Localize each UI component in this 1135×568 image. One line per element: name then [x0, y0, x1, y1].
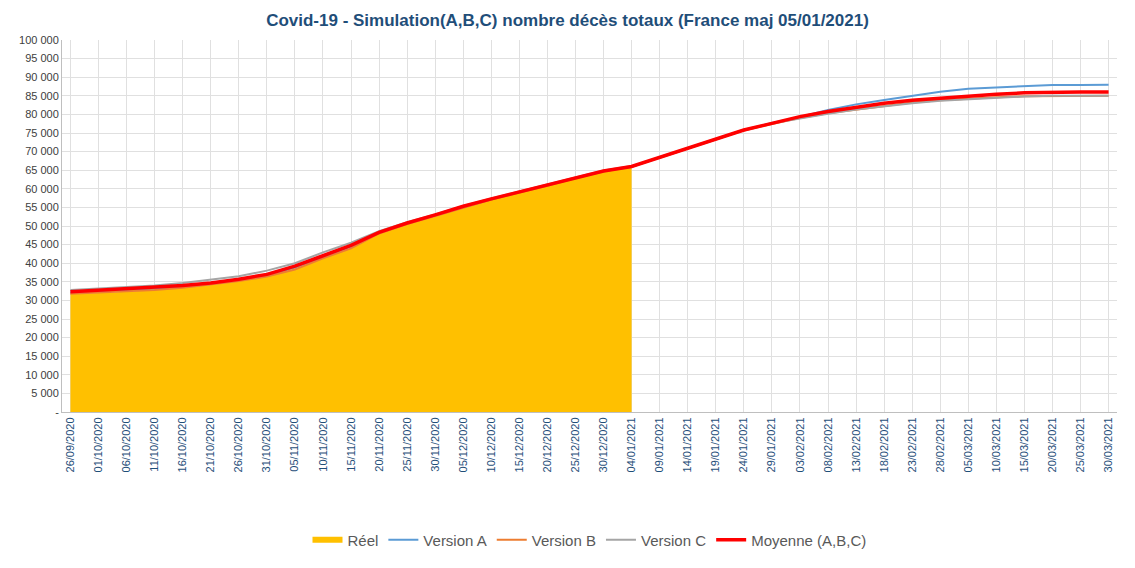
svg-text:20/12/2020: 20/12/2020	[541, 417, 553, 472]
svg-text:10 000: 10 000	[25, 369, 59, 381]
svg-text:26/10/2020: 26/10/2020	[232, 417, 244, 472]
svg-text:95 000: 95 000	[25, 52, 59, 64]
svg-text:20/11/2020: 20/11/2020	[373, 417, 385, 471]
svg-text:25 000: 25 000	[25, 313, 59, 325]
svg-text:25/11/2020: 25/11/2020	[401, 417, 413, 471]
svg-text:60 000: 60 000	[25, 183, 59, 195]
svg-text:65 000: 65 000	[25, 164, 59, 176]
svg-text:13/02/2021: 13/02/2021	[850, 417, 862, 472]
svg-text:06/10/2020: 06/10/2020	[120, 417, 132, 472]
svg-text:75 000: 75 000	[25, 127, 59, 139]
svg-text:50 000: 50 000	[25, 220, 59, 232]
svg-text:15/12/2020: 15/12/2020	[513, 417, 525, 472]
svg-text:40 000: 40 000	[25, 257, 59, 269]
svg-text:10/03/2021: 10/03/2021	[990, 417, 1002, 472]
svg-text:30 000: 30 000	[25, 294, 59, 306]
svg-text:26/09/2020: 26/09/2020	[64, 417, 76, 472]
svg-text:Version A: Version A	[423, 532, 486, 549]
svg-text:29/01/2021: 29/01/2021	[765, 417, 777, 472]
svg-text:15/03/2021: 15/03/2021	[1018, 417, 1030, 472]
svg-text:03/02/2021: 03/02/2021	[794, 417, 806, 472]
svg-text:05/11/2020: 05/11/2020	[288, 417, 300, 471]
svg-text:14/01/2021: 14/01/2021	[681, 417, 693, 472]
svg-text:Version B: Version B	[532, 532, 596, 549]
svg-text:30/12/2020: 30/12/2020	[597, 417, 609, 472]
svg-text:21/10/2020: 21/10/2020	[204, 417, 216, 472]
svg-text:Version C: Version C	[641, 532, 706, 549]
svg-text:100 000: 100 000	[19, 34, 59, 46]
svg-text:09/01/2021: 09/01/2021	[653, 417, 665, 472]
svg-text:18/02/2021: 18/02/2021	[878, 417, 890, 472]
svg-text:04/01/2021: 04/01/2021	[625, 417, 637, 472]
svg-text:Moyenne (A,B,C): Moyenne (A,B,C)	[751, 532, 866, 549]
svg-text:01/10/2020: 01/10/2020	[92, 417, 104, 472]
svg-text:24/01/2021: 24/01/2021	[737, 417, 749, 472]
svg-text:80 000: 80 000	[25, 108, 59, 120]
svg-text:15/11/2020: 15/11/2020	[345, 417, 357, 471]
svg-text:11/10/2020: 11/10/2020	[148, 417, 160, 471]
svg-text:15 000: 15 000	[25, 350, 59, 362]
svg-text:25/03/2021: 25/03/2021	[1074, 417, 1086, 472]
svg-text:05/12/2020: 05/12/2020	[457, 417, 469, 472]
svg-text:Covid-19 - Simulation(A,B,C) n: Covid-19 - Simulation(A,B,C) nombre décè…	[266, 11, 869, 30]
svg-text:Réel: Réel	[348, 532, 379, 549]
svg-text:05/03/2021: 05/03/2021	[962, 417, 974, 472]
svg-text:31/10/2020: 31/10/2020	[260, 417, 272, 472]
svg-text:90 000: 90 000	[25, 71, 59, 83]
svg-text:70 000: 70 000	[25, 145, 59, 157]
svg-text:28/02/2021: 28/02/2021	[934, 417, 946, 472]
svg-text:19/01/2021: 19/01/2021	[709, 417, 721, 472]
svg-text:85 000: 85 000	[25, 90, 59, 102]
svg-text:35 000: 35 000	[25, 276, 59, 288]
svg-text:5 000: 5 000	[31, 387, 59, 399]
svg-text:20 000: 20 000	[25, 331, 59, 343]
svg-text:20/03/2021: 20/03/2021	[1046, 417, 1058, 472]
svg-text:30/11/2020: 30/11/2020	[429, 417, 441, 471]
svg-text:55 000: 55 000	[25, 201, 59, 213]
svg-text:10/12/2020: 10/12/2020	[485, 417, 497, 472]
svg-text:45 000: 45 000	[25, 238, 59, 250]
svg-text:-: -	[55, 406, 59, 418]
svg-text:08/02/2021: 08/02/2021	[822, 417, 834, 472]
svg-text:25/12/2020: 25/12/2020	[569, 417, 581, 472]
svg-text:10/11/2020: 10/11/2020	[317, 417, 329, 471]
svg-text:30/03/2021: 30/03/2021	[1102, 417, 1114, 472]
svg-text:16/10/2020: 16/10/2020	[176, 417, 188, 472]
svg-text:23/02/2021: 23/02/2021	[906, 417, 918, 472]
